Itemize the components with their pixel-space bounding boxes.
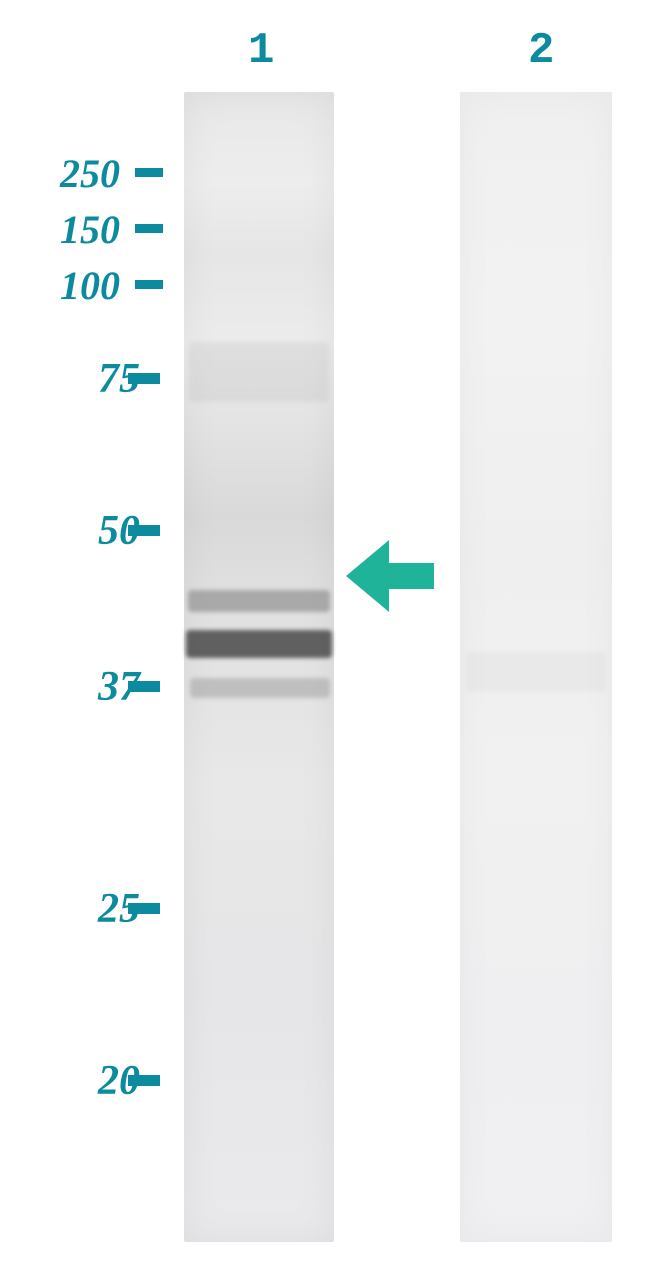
lane-label-2: 2 — [528, 26, 554, 76]
band-lane1-3 — [189, 342, 329, 402]
lane-label-1: 1 — [248, 26, 274, 76]
mw-marker-tick-20 — [128, 1075, 160, 1086]
mw-marker-label-20: 20 — [40, 1057, 140, 1105]
arrow-head-icon — [346, 540, 389, 612]
mw-marker-tick-250 — [135, 168, 163, 177]
arrow-shaft — [388, 563, 434, 589]
band-lane1-0 — [188, 590, 330, 612]
mw-marker-tick-75 — [128, 373, 160, 384]
blot-figure: 1 2 250 150 100 75 50 37 25 20 — [0, 0, 650, 1269]
mw-marker-label-100: 100 — [20, 262, 120, 309]
band-lane2-0 — [466, 652, 606, 692]
pointer-arrow — [346, 540, 428, 612]
mw-marker-label-25: 25 — [40, 885, 140, 933]
mw-marker-tick-150 — [135, 224, 163, 233]
band-lane1-2 — [190, 678, 330, 698]
gel-lane-1 — [184, 92, 334, 1242]
mw-marker-label-250: 250 — [20, 150, 120, 197]
mw-marker-tick-100 — [135, 280, 163, 289]
mw-marker-label-50: 50 — [40, 507, 140, 555]
mw-marker-label-37: 37 — [40, 663, 140, 711]
gel-lane-2 — [460, 92, 612, 1242]
mw-marker-label-150: 150 — [20, 206, 120, 253]
mw-marker-tick-50 — [128, 525, 160, 536]
mw-marker-label-75: 75 — [40, 355, 140, 403]
mw-marker-tick-25 — [128, 903, 160, 914]
band-lane1-1 — [186, 630, 332, 658]
mw-marker-tick-37 — [128, 681, 160, 692]
